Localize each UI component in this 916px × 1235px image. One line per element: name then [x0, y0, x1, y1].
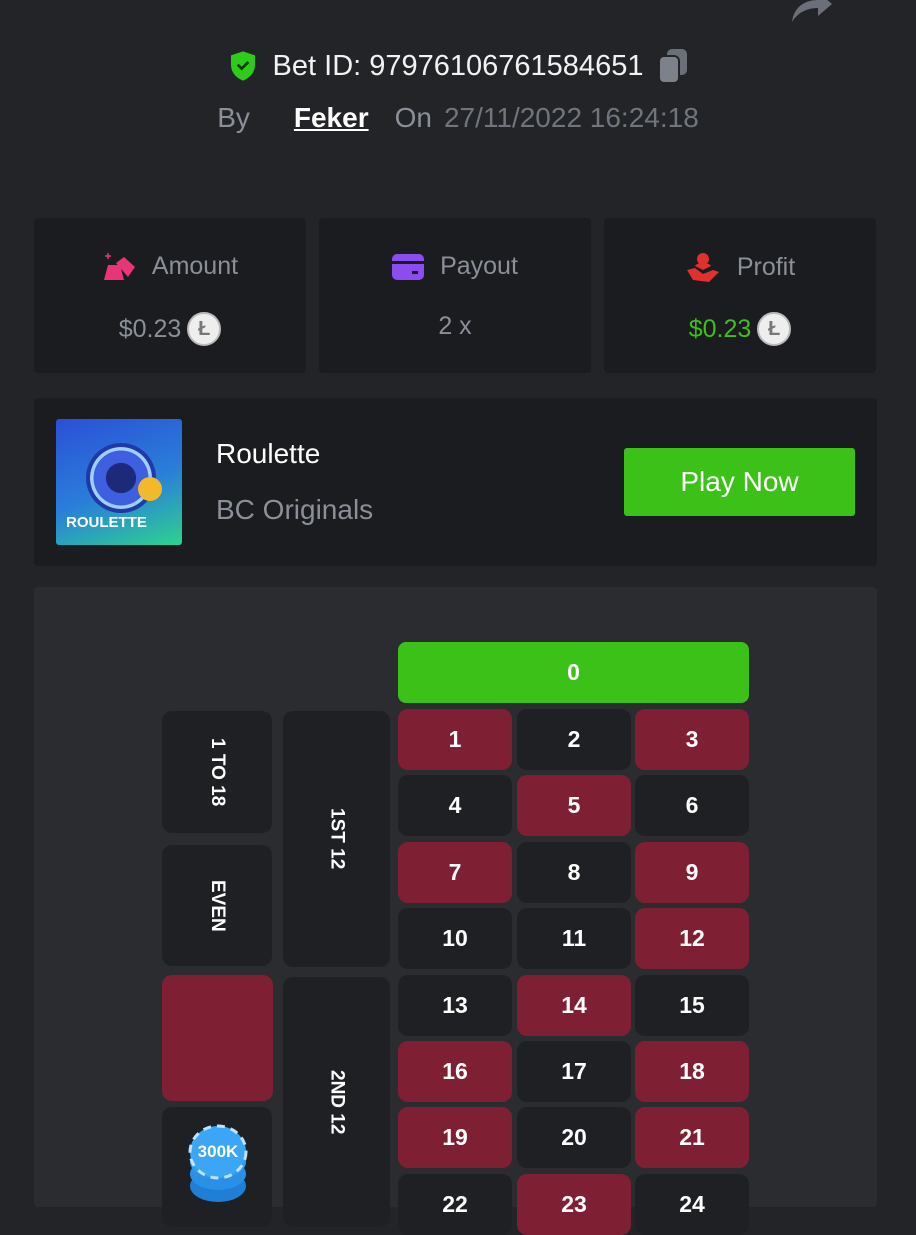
- profit-hand-icon: [686, 253, 719, 282]
- bet-1st-12[interactable]: 1ST 12: [283, 711, 390, 967]
- cell-label: 20: [561, 1124, 587, 1150]
- by-label: By: [217, 102, 250, 133]
- black-number-10[interactable]: 10: [398, 908, 512, 969]
- profit-label: Profit: [736, 252, 796, 281]
- red-number-23[interactable]: 23: [517, 1174, 631, 1235]
- payout-card: Payout 2 x: [319, 218, 591, 373]
- card-icon: [392, 253, 425, 280]
- share-icon[interactable]: [788, 0, 832, 22]
- black-number-22[interactable]: 22: [398, 1174, 512, 1235]
- cell-label: 0: [567, 659, 580, 685]
- cell-label: 24: [679, 1191, 705, 1217]
- bet-even[interactable]: EVEN: [162, 845, 272, 966]
- black-number-11[interactable]: 11: [517, 908, 631, 969]
- red-number-7[interactable]: 7: [398, 842, 512, 903]
- black-number-13[interactable]: 13: [398, 975, 512, 1036]
- cell-label: 15: [679, 992, 705, 1018]
- cell-label: 17: [561, 1058, 587, 1084]
- bet-red[interactable]: [162, 975, 273, 1101]
- cell-label: 1ST 12: [326, 808, 348, 870]
- bet-byline: By Feker On 27/11/2022 16:24:18: [0, 102, 916, 134]
- chip-stack-icon: 300K: [188, 1124, 248, 1204]
- black-number-24[interactable]: 24: [635, 1174, 749, 1235]
- litecoin-icon: Ł: [757, 312, 792, 346]
- bet-date: 27/11/2022 16:24:18: [443, 102, 699, 133]
- bet-id-row: Bet ID: 97976106761584651: [0, 48, 916, 84]
- cell-label: 7: [448, 859, 462, 885]
- cell-label: 1 TO 18: [207, 737, 228, 807]
- profit-value: $0.23: [688, 314, 752, 343]
- red-number-14[interactable]: 14: [517, 975, 631, 1036]
- chip-value: 300K: [197, 1142, 239, 1161]
- play-now-button[interactable]: Play Now: [624, 448, 855, 516]
- verified-shield-icon: [230, 51, 255, 81]
- amount-card: Amount $0.23 Ł: [34, 218, 306, 373]
- red-number-18[interactable]: 18: [635, 1041, 749, 1102]
- black-number-6[interactable]: 6: [635, 775, 749, 836]
- profit-card: Profit $0.23 Ł: [604, 218, 876, 373]
- red-number-1[interactable]: 1: [398, 709, 512, 770]
- cell-label: 4: [448, 792, 462, 818]
- red-number-19[interactable]: 19: [398, 1107, 512, 1168]
- cell-label: 3: [685, 726, 699, 752]
- cell-label: 22: [442, 1191, 468, 1217]
- cell-label: EVEN: [207, 879, 228, 932]
- black-number-20[interactable]: 20: [517, 1107, 631, 1168]
- cell-label: 2ND 12: [326, 1069, 348, 1135]
- roulette-thumbnail[interactable]: ROULETTE: [56, 419, 182, 545]
- cell-label: 21: [679, 1124, 705, 1150]
- cell-label: 18: [679, 1058, 705, 1084]
- bet-id-label: Bet ID:: [272, 49, 362, 82]
- cell-label: 2: [567, 726, 581, 752]
- litecoin-icon: Ł: [187, 312, 222, 346]
- cell-label: 5: [567, 792, 581, 818]
- thumbnail-title: ROULETTE: [66, 514, 147, 531]
- payout-value: 2 x: [438, 312, 472, 340]
- game-card: ROULETTE Roulette BC Originals Play Now: [34, 398, 877, 566]
- cell-label: 8: [567, 859, 581, 885]
- payout-label: Payout: [440, 252, 518, 280]
- black-number-17[interactable]: 17: [517, 1041, 631, 1102]
- red-number-9[interactable]: 9: [635, 842, 749, 903]
- user-link[interactable]: Feker: [293, 102, 369, 133]
- red-number-12[interactable]: 12: [635, 908, 749, 969]
- bet-2nd-12[interactable]: 2ND 12: [283, 977, 390, 1227]
- gold-bars-icon: [103, 252, 135, 280]
- zero-cell[interactable]: 0: [398, 642, 749, 703]
- bet-id-value: 97976106761584651: [369, 49, 644, 82]
- cell-label: 16: [442, 1058, 468, 1084]
- black-number-8[interactable]: 8: [517, 842, 631, 903]
- red-number-21[interactable]: 21: [635, 1107, 749, 1168]
- cell-label: 23: [561, 1191, 587, 1217]
- cell-label: 19: [442, 1124, 468, 1150]
- cell-label: 1: [448, 726, 462, 752]
- amount-value: $0.23: [118, 314, 182, 343]
- cell-label: 11: [561, 925, 587, 951]
- black-number-4[interactable]: 4: [398, 775, 512, 836]
- on-label: On: [394, 102, 432, 133]
- red-number-5[interactable]: 5: [517, 775, 631, 836]
- red-number-3[interactable]: 3: [635, 709, 749, 770]
- game-provider: BC Originals: [216, 494, 374, 525]
- black-number-2[interactable]: 2: [517, 709, 631, 770]
- cell-label: 6: [685, 792, 699, 818]
- cell-label: 9: [685, 859, 699, 885]
- black-number-15[interactable]: 15: [635, 975, 749, 1036]
- red-number-16[interactable]: 16: [398, 1041, 512, 1102]
- game-name[interactable]: Roulette: [216, 438, 321, 469]
- cell-label: 13: [442, 992, 468, 1018]
- copy-icon[interactable]: [657, 48, 689, 84]
- bet-1-to-18[interactable]: 1 TO 18: [162, 711, 272, 833]
- cell-label: 10: [442, 925, 468, 951]
- cell-label: 12: [679, 925, 705, 951]
- amount-label: Amount: [151, 252, 239, 280]
- cell-label: 14: [561, 992, 587, 1018]
